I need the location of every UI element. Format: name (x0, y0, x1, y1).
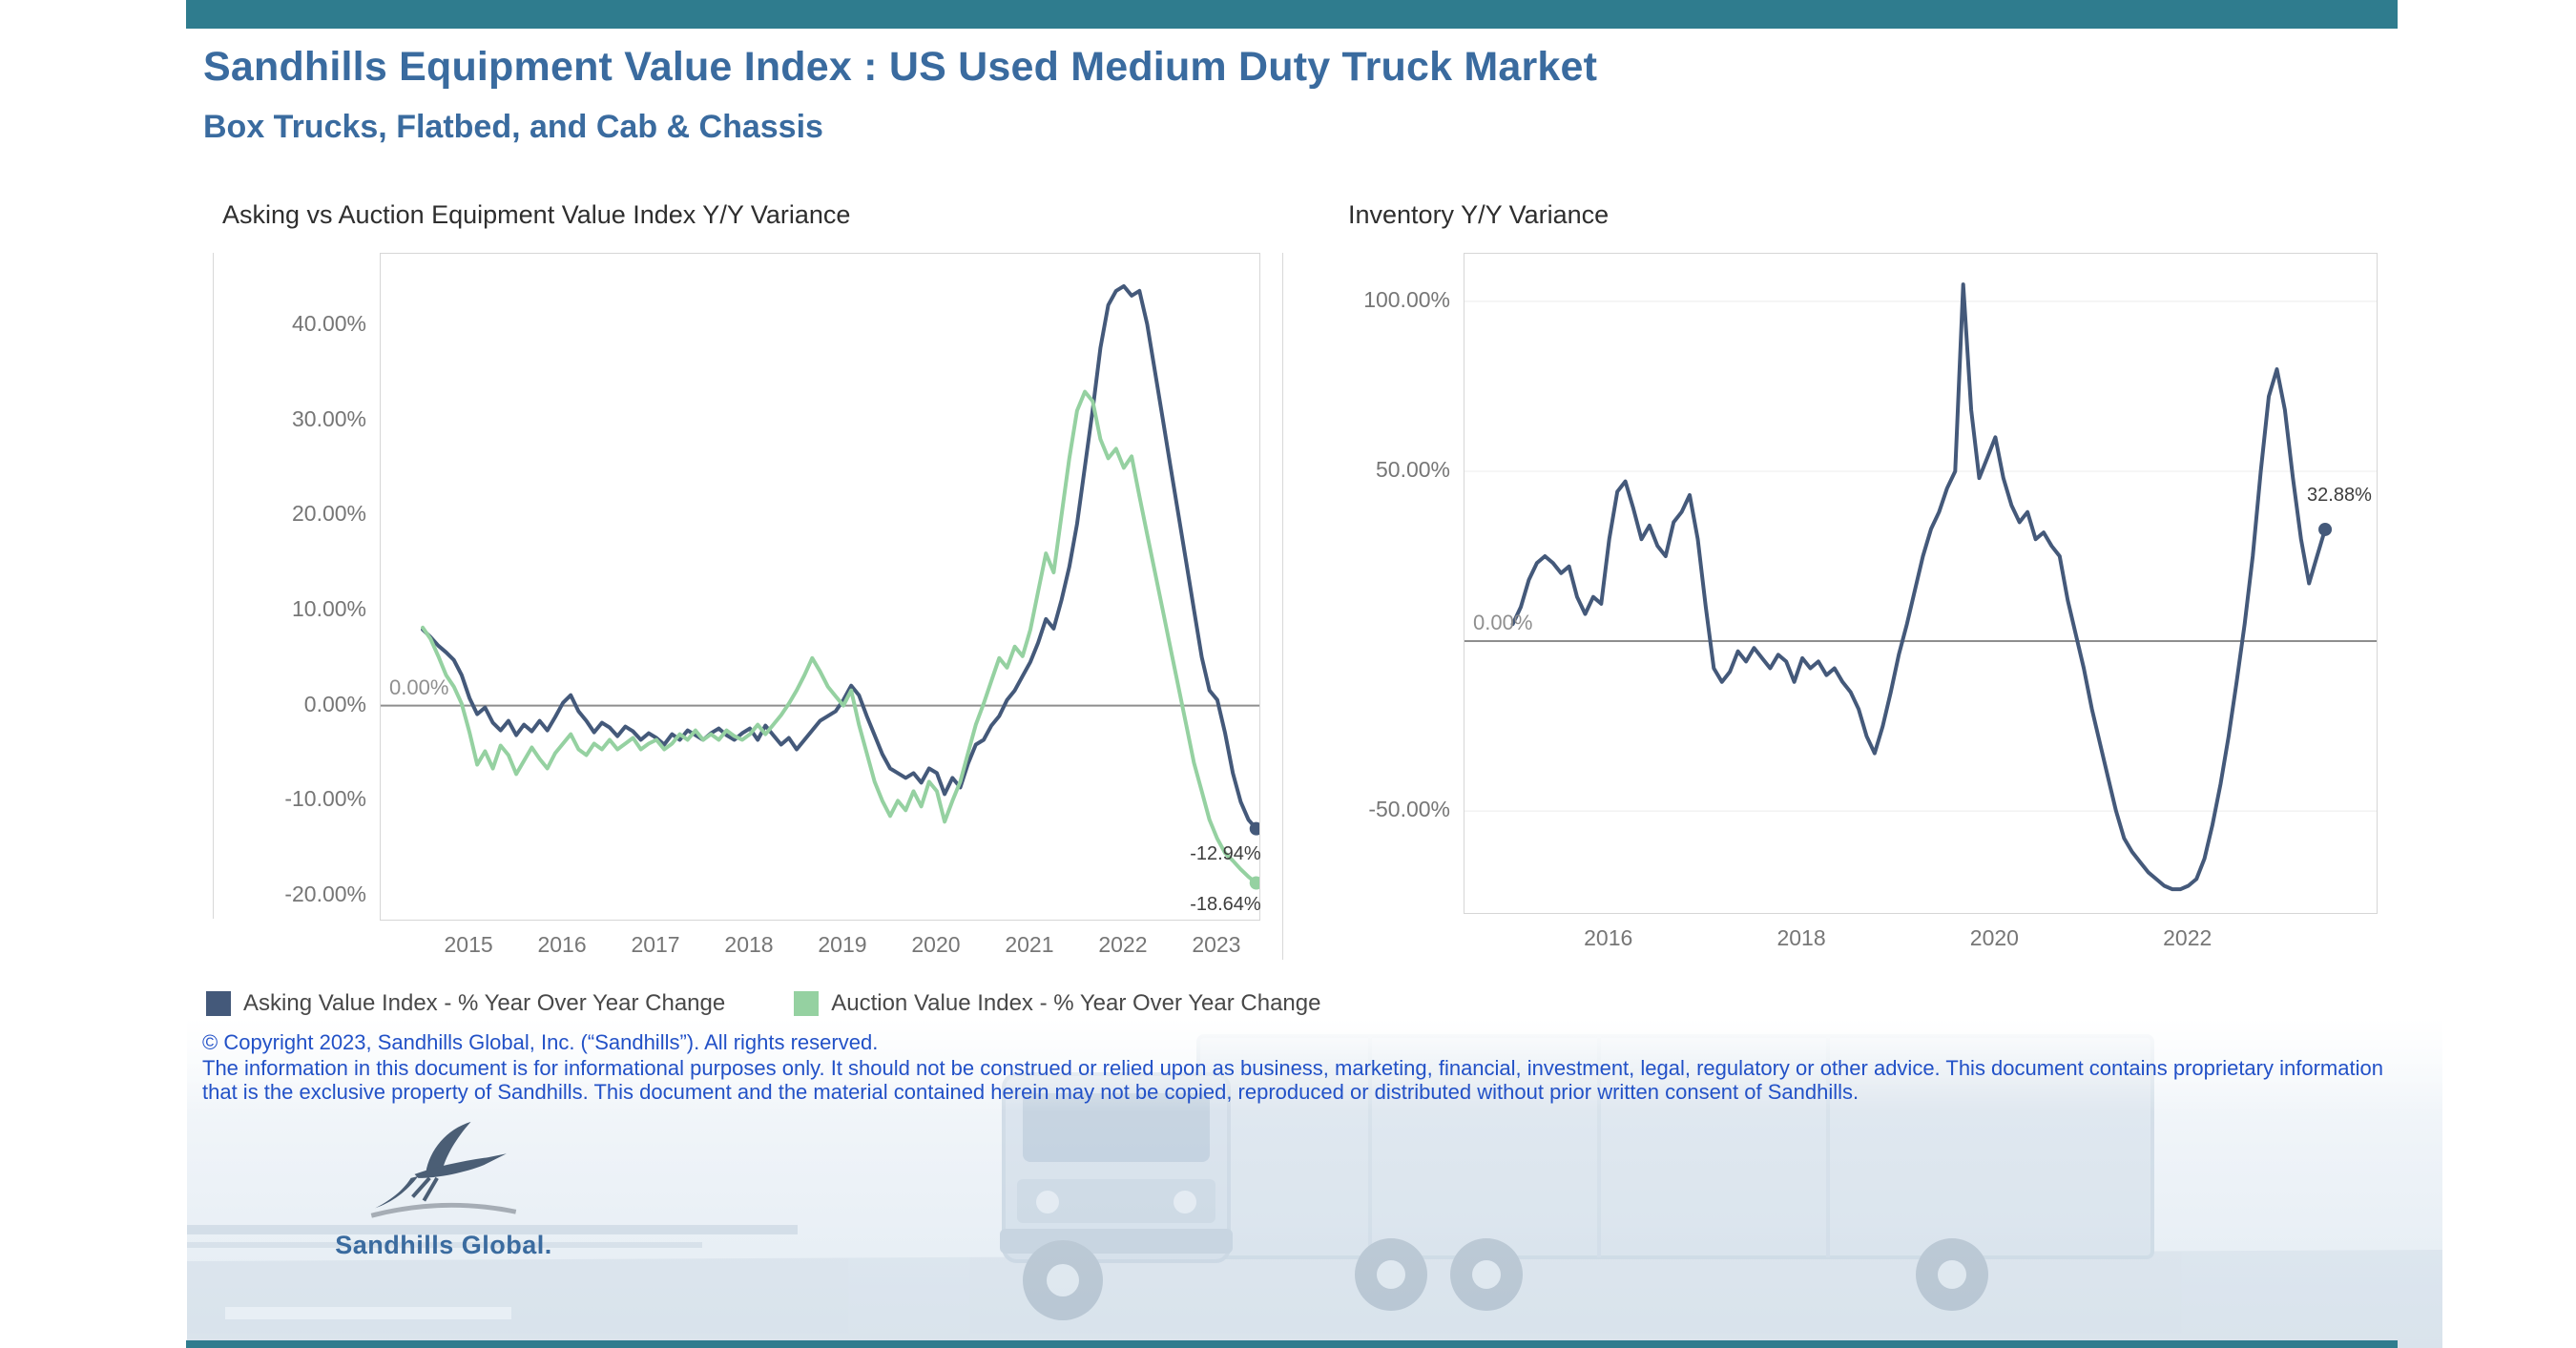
y-axis-label: -50.00% (1368, 797, 1450, 822)
logo-text: Sandhills Global. (335, 1231, 552, 1259)
right-chart-title: Inventory Y/Y Variance (1348, 200, 1610, 229)
bottom-accent-bar (186, 1340, 2398, 1348)
disclaimer-text: The information in this document is for … (202, 1056, 2383, 1104)
copyright-line: © Copyright 2023, Sandhills Global, Inc.… (202, 1030, 879, 1054)
y-axis-label: 0.00% (303, 691, 366, 716)
x-axis-label: 2019 (818, 932, 867, 957)
x-axis-label: 2020 (911, 932, 961, 957)
asking-legend-label: Asking Value Index - % Year Over Year Ch… (243, 990, 726, 1016)
series-end-dot-1 (1249, 876, 1259, 890)
series-end-label-0: -12.94% (1190, 842, 1261, 864)
legend-item-asking: Asking Value Index - % Year Over Year Ch… (206, 990, 725, 1017)
asking-vs-auction-chart-plot-area (380, 253, 1260, 921)
y-axis-label: 50.00% (1375, 456, 1450, 482)
y-axis-label: 100.00% (1363, 286, 1450, 312)
series-end-dot-0 (1249, 821, 1259, 836)
series-line-1 (421, 389, 1258, 885)
series-end-label-1: -18.64% (1190, 893, 1261, 915)
zero-line-label: 0.00% (1473, 611, 1533, 635)
asking-vs-auction-chart-canvas (381, 283, 1259, 890)
page-subtitle: Box Trucks, Flatbed, and Cab & Chassis (203, 109, 823, 145)
y-axis-label: 40.00% (291, 310, 366, 336)
top-accent-bar (186, 0, 2398, 29)
y-axis-label: 30.00% (291, 405, 366, 431)
chart-divider-line (1282, 253, 1283, 960)
left-chart-title: Asking vs Auction Equipment Value Index … (222, 200, 851, 229)
footer-text-block: © Copyright 2023, Sandhills Global, Inc.… (202, 1030, 2397, 1106)
inventory-chart-plot-area (1464, 253, 2378, 914)
x-axis-label: 2021 (1005, 932, 1054, 957)
y-axis-label: 10.00% (291, 595, 366, 621)
series-end-dot-0 (2318, 522, 2333, 536)
asking-series-swatch (206, 991, 231, 1016)
zero-line-label: 0.00% (389, 674, 449, 699)
inventory-chart-canvas (1465, 282, 2377, 892)
chart-legend: Asking Value Index - % Year Over Year Ch… (206, 990, 1320, 1017)
x-axis-label: 2018 (1776, 925, 1826, 950)
x-axis-label: 2020 (1969, 925, 2019, 950)
page-title: Sandhills Equipment Value Index : US Use… (203, 44, 1598, 90)
auction-legend-label: Auction Value Index - % Year Over Year C… (831, 990, 1321, 1016)
x-axis-label: 2015 (444, 932, 493, 957)
series-end-label-0: 32.88% (2307, 484, 2372, 506)
x-axis-label: 2022 (1098, 932, 1148, 957)
footer-truck-image (187, 1021, 2442, 1348)
truck-illustration (187, 1021, 2442, 1348)
y-axis-label: -10.00% (284, 786, 366, 812)
x-axis-label: 2016 (537, 932, 587, 957)
series-line-0 (421, 283, 1258, 831)
x-axis-label: 2017 (631, 932, 680, 957)
x-axis-label: 2022 (2163, 925, 2212, 950)
auction-series-swatch (794, 991, 820, 1016)
x-axis-label: 2016 (1584, 925, 1633, 950)
left-chart-edge-line (213, 253, 214, 919)
crane-icon (370, 1121, 517, 1218)
y-axis-label: 20.00% (291, 501, 366, 527)
x-axis-label: 2018 (724, 932, 774, 957)
y-axis-label: -20.00% (284, 881, 366, 907)
legend-item-auction: Auction Value Index - % Year Over Year C… (794, 990, 1320, 1017)
series-line-0 (1510, 282, 2327, 892)
sandhills-logo: Sandhills Global. (296, 1114, 592, 1260)
x-axis-label: 2023 (1192, 932, 1241, 957)
